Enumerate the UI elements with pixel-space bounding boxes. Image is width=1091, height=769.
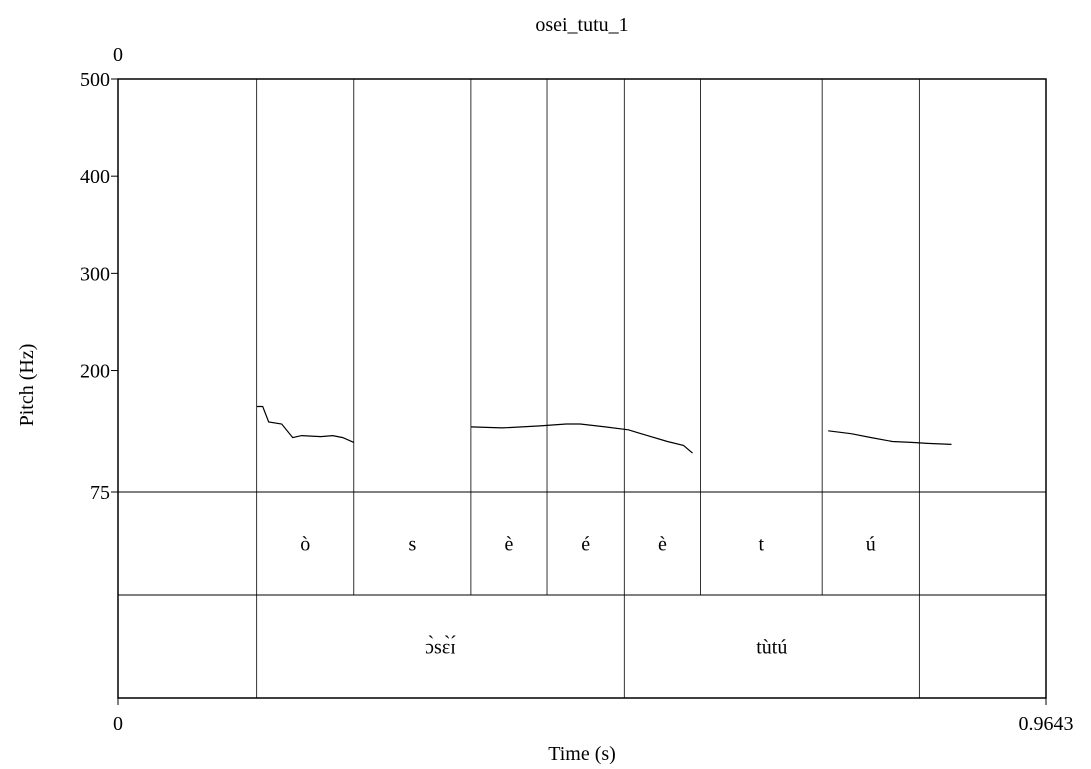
segment-label: ú xyxy=(866,534,876,556)
chart-title: osei_tutu_1 xyxy=(535,14,628,36)
pitch-contour-line xyxy=(470,423,693,454)
x-tick-label-end: 0.9643 xyxy=(1019,713,1074,735)
segment-label: ò xyxy=(300,534,310,556)
word-label: ɔ̀sɛ̀ɪ́ xyxy=(425,635,456,659)
segment-label: è xyxy=(658,534,667,556)
pitch-contour-line xyxy=(256,405,355,443)
corner-zero-label: 0 xyxy=(113,44,123,66)
plot-frame xyxy=(117,78,1047,699)
pitch-contour-line xyxy=(828,430,952,445)
segment-label: é xyxy=(581,534,590,556)
y-tick-label: 200 xyxy=(80,361,110,383)
segment-label: è xyxy=(505,534,514,556)
y-tick-label: 300 xyxy=(80,263,110,285)
x-tick-label-start: 0 xyxy=(113,713,123,735)
y-tick-label: 400 xyxy=(80,166,110,188)
y-tick-label: 500 xyxy=(80,69,110,91)
segment-label: t xyxy=(759,534,765,556)
y-tick-label: 75 xyxy=(90,482,110,504)
word-label: tùtú xyxy=(756,637,787,659)
y-axis-label: Pitch (Hz) xyxy=(16,344,38,427)
segment-label: s xyxy=(408,534,416,556)
x-axis-label: Time (s) xyxy=(548,743,616,765)
